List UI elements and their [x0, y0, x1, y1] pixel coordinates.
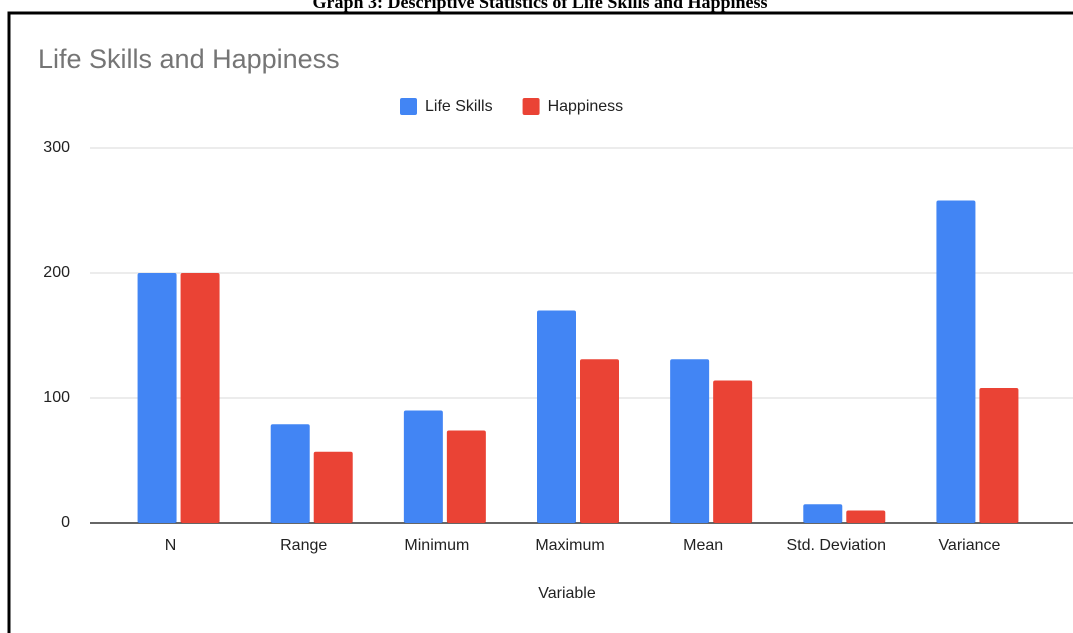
bar	[670, 359, 710, 523]
x-tick-label: Minimum	[404, 537, 469, 554]
y-tick-label: 200	[43, 264, 70, 281]
legend-label: Life Skills	[425, 98, 493, 115]
legend-swatch	[400, 98, 417, 115]
bar	[313, 451, 353, 523]
y-tick-label: 300	[43, 139, 70, 156]
chart-title: Life Skills and Happiness	[38, 44, 340, 74]
x-tick-label: Mean	[683, 537, 723, 554]
legend-swatch	[522, 98, 540, 115]
x-tick-label: Variance	[938, 537, 1000, 554]
y-tick-label: 100	[43, 389, 70, 406]
x-tick-label: Range	[280, 537, 327, 554]
bar	[979, 388, 1019, 523]
bar	[803, 504, 843, 523]
legend-label: Happiness	[548, 98, 624, 115]
bar	[580, 359, 619, 523]
bar	[446, 430, 486, 523]
x-tick-label: Maximum	[535, 537, 604, 554]
y-tick-label: 0	[61, 514, 70, 531]
bar	[537, 310, 576, 523]
caption: Graph 3: Descriptive Statistics of Life …	[312, 0, 767, 12]
bar	[846, 510, 886, 523]
x-axis-label: Variable	[538, 585, 596, 602]
bar	[403, 410, 443, 523]
bar	[936, 200, 976, 523]
x-tick-label: N	[165, 537, 177, 554]
bar	[270, 424, 310, 523]
bar	[137, 273, 177, 523]
x-tick-label: Std. Deviation	[786, 537, 886, 554]
bar	[713, 380, 753, 523]
bar	[180, 273, 220, 523]
